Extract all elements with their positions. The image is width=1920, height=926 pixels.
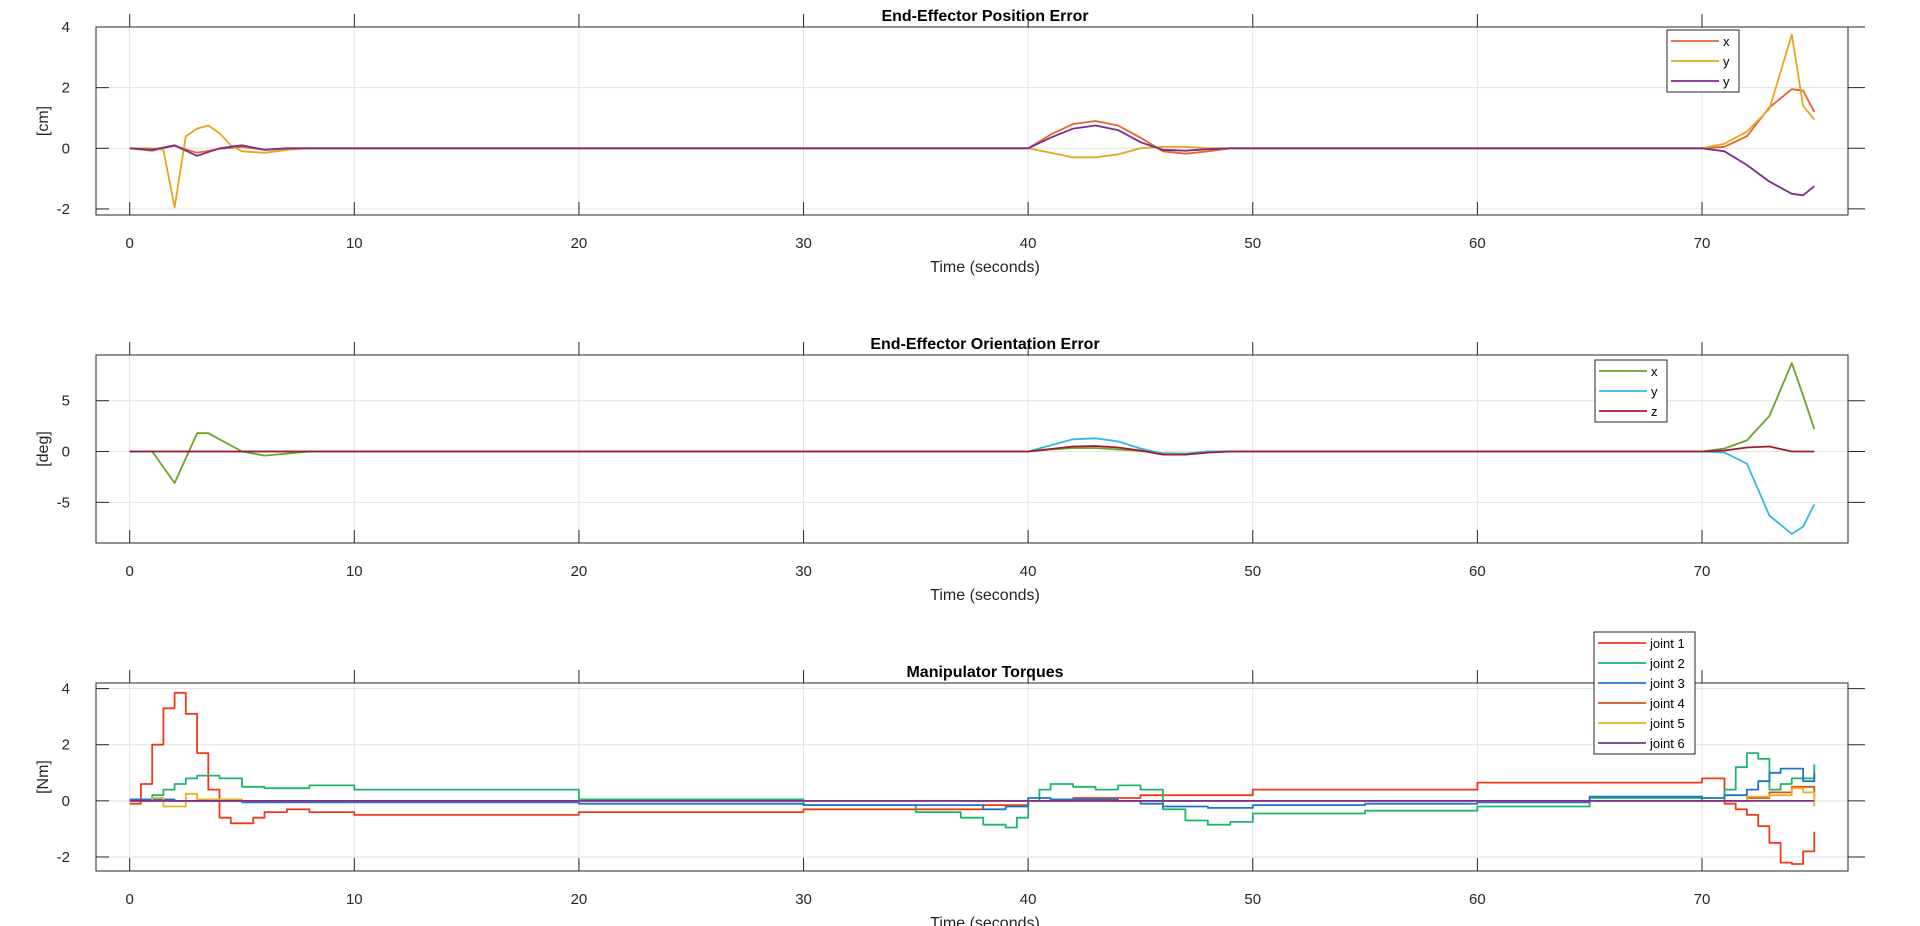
legend-label: joint 4 [1649,696,1685,711]
legend-label: x [1723,34,1730,49]
x-tick-label: 40 [1020,563,1037,580]
legend-label: joint 2 [1649,656,1685,671]
legend-label: joint 1 [1649,636,1685,651]
plot-area [96,683,1848,871]
series-lines [129,691,1816,865]
x-tick-label: 20 [571,891,588,908]
series-line-y [129,33,1815,209]
y-axis-label: [Nm] [35,760,52,794]
x-tick-label: 70 [1694,235,1711,252]
x-tick-label: 0 [126,235,134,252]
x-tick-label: 50 [1244,235,1261,252]
y-tick-label: -2 [57,849,70,866]
y-axis-label: [cm] [35,106,52,136]
x-axis-label: Time (seconds) [930,915,1040,926]
legend-label: x [1651,364,1658,379]
x-tick-label: 70 [1694,891,1711,908]
series-line-z [129,445,1815,456]
chart-title: End-Effector Orientation Error [870,336,1099,353]
x-tick-label: 50 [1244,563,1261,580]
subplot-3: 0 10 20 30 40 50 60 70 -2 0 2 4 Manipulator Torques T… [35,631,1865,926]
x-axis-label: Time (seconds) [930,259,1040,276]
subplot-1: 0 10 20 30 40 50 60 70 -2 0 2 4 End-Effector Positio… [35,8,1865,276]
axes-frame [95,682,1849,872]
y-tick-label: -5 [57,494,70,511]
y-tick-label: 0 [62,140,70,157]
axes-frame [95,354,1849,544]
chart-title: Manipulator Torques [906,664,1063,681]
x-tick-label: 50 [1244,891,1261,908]
x-tick-label: 10 [346,891,363,908]
x-tick-label: 0 [126,563,134,580]
series-line-joint-3 [129,767,1816,811]
y-tick-label: 4 [62,681,70,698]
x-tick-label: 70 [1694,563,1711,580]
plot-area [96,355,1848,543]
legend-label: joint 3 [1649,676,1685,691]
legend: xyz [1594,359,1668,423]
plot-area [96,27,1848,215]
y-tick-label: 0 [62,793,70,810]
x-tick-label: 30 [795,235,812,252]
x-tick-label: 60 [1469,563,1486,580]
legend-label: y [1651,384,1658,399]
series-line-y [129,437,1816,535]
axes-frame [95,26,1849,216]
x-tick-label: 60 [1469,891,1486,908]
y-tick-label: 2 [62,80,70,97]
series-line-joint-2 [129,752,1816,829]
series-line-joint-1 [129,691,1816,865]
y-tick-label: 4 [62,19,70,36]
x-tick-label: 0 [126,891,134,908]
legend-label: joint 5 [1649,716,1685,731]
x-axis-label: Time (seconds) [930,587,1040,604]
legend-box [1593,631,1696,755]
y-axis-label: [deg] [35,431,52,467]
legend: joint 1 joint 2 joint 3 joint 4 joint 5 joint… [1593,631,1696,755]
x-tick-label: 30 [795,563,812,580]
legend-label: z [1651,404,1658,419]
x-tick-label: 20 [571,235,588,252]
y-tick-label: 2 [62,737,70,754]
chart-title: End-Effector Position Error [881,8,1088,25]
y-tick-label: 0 [62,444,70,461]
series-lines [129,33,1816,209]
subplot-2: 0 10 20 30 40 50 60 70 -5 0 5 End-Effector Orientat… [35,336,1865,604]
x-tick-label: 40 [1020,235,1037,252]
y-tick-label: -2 [57,201,70,218]
legend: xyy [1666,29,1740,93]
legend-label: y [1723,54,1730,69]
series-lines [129,362,1816,535]
x-tick-label: 10 [346,235,363,252]
x-tick-label: 10 [346,563,363,580]
x-tick-label: 60 [1469,235,1486,252]
y-tick-label: 5 [62,393,70,410]
series-line-y [129,124,1815,197]
x-tick-label: 20 [571,563,588,580]
legend-label: y [1723,74,1730,89]
series-line-x [129,362,1816,484]
x-tick-label: 40 [1020,891,1037,908]
x-tick-label: 30 [795,891,812,908]
legend-label: joint 6 [1649,736,1685,751]
